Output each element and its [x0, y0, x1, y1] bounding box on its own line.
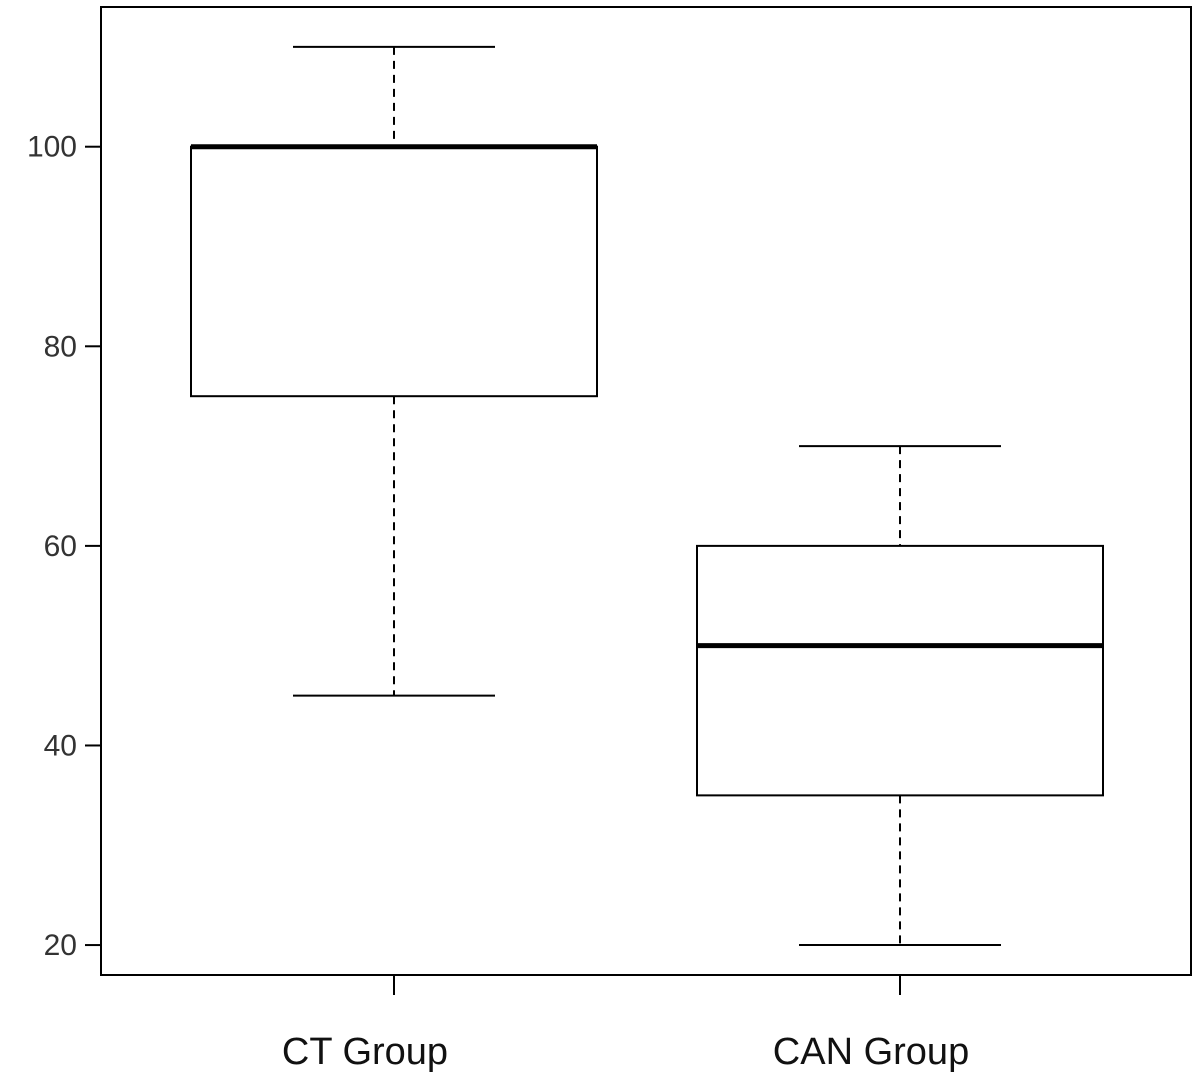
y-axis: 20 40 60 80 100 [27, 131, 101, 962]
y-tick-label: 100 [27, 131, 77, 164]
x-category-label: CT Group [282, 1031, 448, 1073]
iqr-box [696, 544, 1104, 797]
x-category-label: CAN Group [773, 1031, 969, 1073]
box-can-group [696, 445, 1104, 947]
y-tick-label: 20 [44, 929, 77, 962]
y-tick-label: 80 [44, 330, 77, 363]
y-tick-label: 60 [44, 530, 77, 563]
y-tick-label: 40 [44, 729, 77, 762]
x-axis: CT Group CAN Group [282, 975, 969, 1073]
boxes [190, 45, 1104, 947]
plot-frame [100, 6, 1192, 976]
box-ct-group [190, 45, 598, 697]
iqr-box [190, 145, 598, 398]
